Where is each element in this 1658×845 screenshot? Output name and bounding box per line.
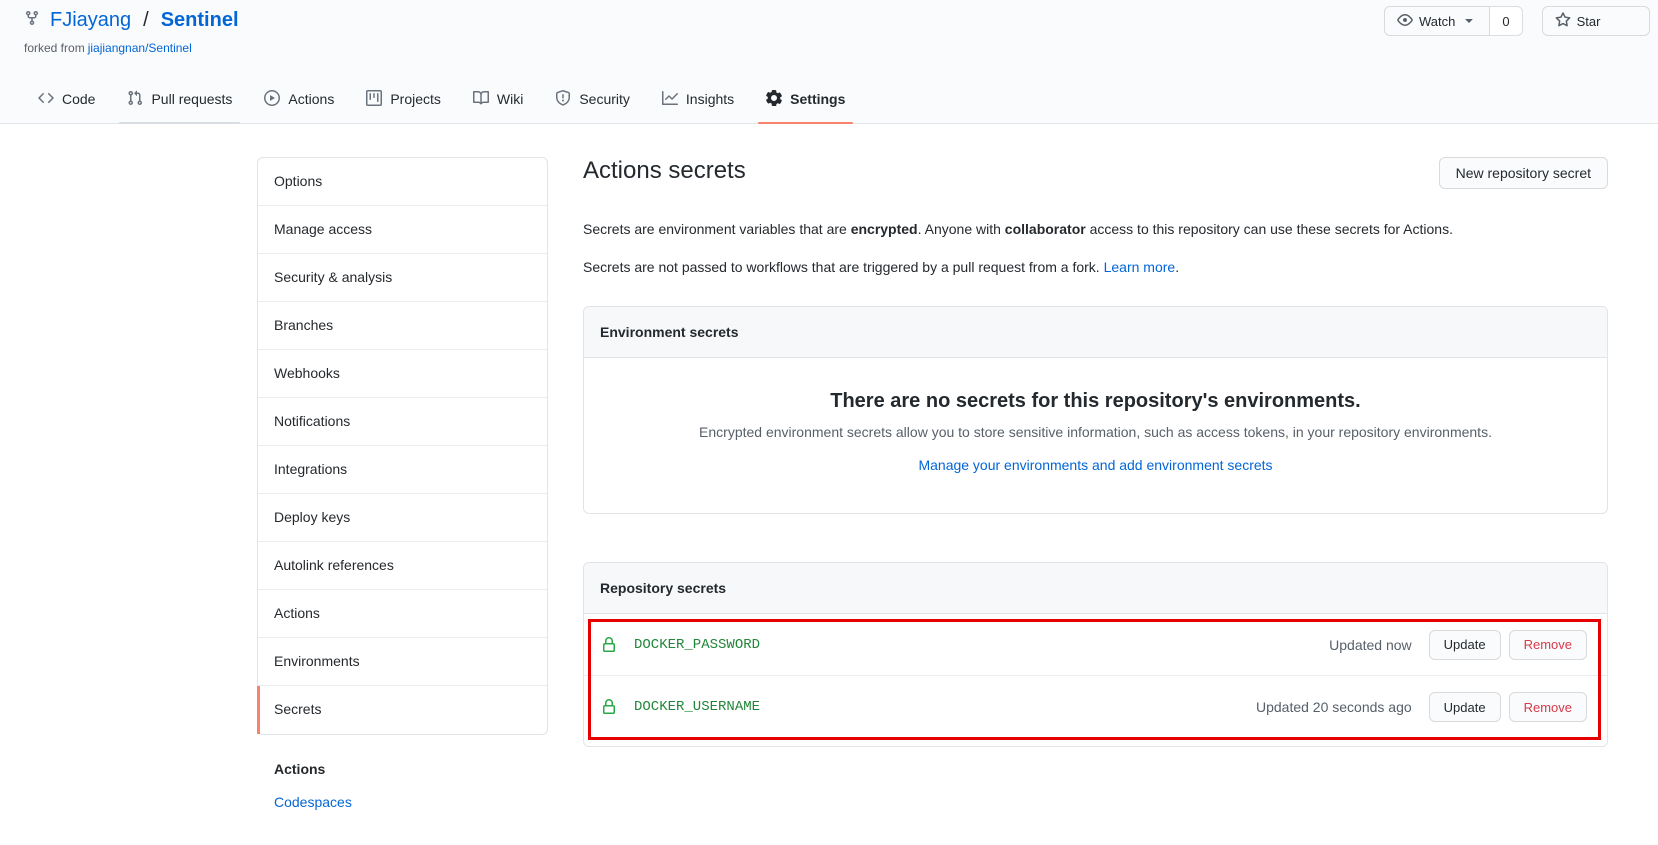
intro-paragraph-2: Secrets are not passed to workflows that… [583, 257, 1608, 278]
empty-state-title: There are no secrets for this repository… [830, 390, 1361, 412]
new-repository-secret-button[interactable]: New repository secret [1438, 157, 1608, 189]
star-icon [1555, 11, 1571, 31]
graph-icon [661, 90, 678, 109]
repository-secrets-list: DOCKER_PASSWORD Updated now Update Remov… [584, 614, 1607, 746]
tab-label: Projects [390, 91, 441, 107]
sidebar-item-environments[interactable]: Environments [258, 638, 547, 686]
sidebar-item-secrets[interactable]: Secrets [257, 686, 547, 734]
forked-from-link[interactable]: jiajiangnan/Sentinel [87, 41, 192, 55]
tab-label: Insights [685, 91, 735, 107]
tab-settings[interactable]: Settings [750, 75, 861, 124]
secret-row-docker-username: DOCKER_USERNAME Updated 20 seconds ago U… [584, 676, 1607, 738]
manage-environments-link[interactable]: Manage your environments and add environ… [918, 457, 1273, 473]
tab-label: Pull requests [151, 91, 233, 107]
tab-actions[interactable]: Actions [248, 75, 350, 123]
tab-insights[interactable]: Insights [646, 75, 750, 123]
tab-label: Actions [288, 91, 335, 107]
subsection-codespaces-link[interactable]: Codespaces [274, 794, 352, 810]
secret-updated-timestamp: Updated 20 seconds ago [1255, 699, 1412, 715]
secrets-subsection: Actions Codespaces [257, 761, 548, 810]
code-icon [38, 90, 54, 109]
book-icon [472, 90, 489, 109]
tab-projects[interactable]: Projects [350, 75, 457, 123]
sidebar-item-deploy-keys[interactable]: Deploy keys [258, 494, 547, 542]
sidebar-item-branches[interactable]: Branches [258, 302, 547, 350]
intro-text: Secrets are environment variables that a… [583, 221, 851, 237]
settings-sidebar: Options Manage access Security & analysi… [257, 157, 548, 810]
lock-icon [601, 636, 617, 653]
repo-title-slash: / [143, 9, 149, 31]
play-icon [264, 89, 281, 109]
tab-wiki[interactable]: Wiki [457, 75, 539, 123]
update-secret-button[interactable]: Update [1428, 692, 1501, 722]
repository-secrets-header: Repository secrets [584, 563, 1607, 614]
watch-button-group: Watch 0 [1384, 6, 1523, 36]
environment-secrets-header: Environment secrets [584, 307, 1607, 358]
tab-label: Code [62, 91, 96, 107]
sidebar-item-integrations[interactable]: Integrations [258, 446, 547, 494]
remove-secret-button[interactable]: Remove [1508, 692, 1587, 722]
tab-label: Settings [790, 91, 846, 107]
secret-name: DOCKER_USERNAME [634, 699, 761, 715]
sidebar-item-webhooks[interactable]: Webhooks [258, 350, 547, 398]
intro-text: access to this repository can use these … [1085, 221, 1453, 237]
sidebar-item-security-analysis[interactable]: Security & analysis [258, 254, 547, 302]
forked-from-note: forked from jiajiangnan/Sentinel [24, 41, 192, 55]
remove-secret-button[interactable]: Remove [1508, 629, 1587, 660]
shield-icon [555, 89, 571, 109]
update-secret-button[interactable]: Update [1428, 629, 1501, 660]
triangle-down-icon [1461, 12, 1477, 31]
watch-count[interactable]: 0 [1490, 6, 1523, 36]
intro-text: . [1175, 259, 1180, 275]
page-title: Actions secrets [583, 157, 746, 184]
watch-button[interactable]: Watch [1384, 6, 1491, 36]
sidebar-item-manage-access[interactable]: Manage access [258, 206, 547, 254]
project-icon [366, 89, 383, 109]
eye-icon [1397, 12, 1413, 31]
settings-menu: Options Manage access Security & analysi… [257, 157, 548, 735]
star-label: Star [1576, 13, 1601, 29]
lock-icon [601, 699, 617, 715]
star-button[interactable]: Star [1541, 6, 1650, 36]
actions-secrets-main: Actions secrets New repository secret Se… [583, 157, 1608, 747]
forked-from-label: forked from [24, 41, 85, 55]
subsection-actions-label: Actions [274, 761, 326, 777]
gear-icon [766, 89, 782, 109]
intro-text: Secrets are not passed to workflows that… [583, 259, 1104, 275]
intro-bold-collaborator: collaborator [1004, 221, 1086, 237]
environment-secrets-box: Environment secrets There are no secrets… [583, 306, 1608, 514]
intro-text: . Anyone with [917, 221, 1005, 237]
tab-label: Wiki [496, 91, 524, 107]
git-pull-request-icon [127, 90, 143, 109]
repo-forked-icon [24, 9, 40, 32]
tab-pull-requests[interactable]: Pull requests [111, 75, 248, 124]
watch-label: Watch [1419, 13, 1456, 29]
sidebar-item-notifications[interactable]: Notifications [258, 398, 547, 446]
main-header: Actions secrets New repository secret [583, 157, 1608, 189]
tab-code[interactable]: Code [22, 75, 111, 123]
learn-more-link[interactable]: Learn more [1103, 259, 1176, 275]
repository-secrets-box: Repository secrets DOCKER_PASSWORD Updat… [583, 562, 1608, 747]
tab-security[interactable]: Security [539, 75, 646, 123]
empty-state-description: Encrypted environment secrets allow you … [699, 424, 1492, 440]
secret-name: DOCKER_PASSWORD [634, 636, 761, 653]
repo-header: FJiayang / Sentinel forked from jiajiangn… [0, 0, 1658, 124]
sidebar-item-actions[interactable]: Actions [258, 590, 547, 638]
repo-title: FJiayang / Sentinel [24, 9, 239, 32]
sidebar-item-autolink-references[interactable]: Autolink references [258, 542, 547, 590]
environment-secrets-empty-state: There are no secrets for this repository… [584, 358, 1607, 513]
repo-header-actions: Watch 0 Star [1384, 6, 1650, 36]
tab-label: Security [579, 91, 630, 107]
secret-row-docker-password: DOCKER_PASSWORD Updated now Update Remov… [584, 614, 1607, 676]
intro-paragraph-1: Secrets are environment variables that a… [583, 219, 1608, 240]
secret-updated-timestamp: Updated now [1329, 636, 1412, 653]
intro-bold-encrypted: encrypted [850, 221, 918, 237]
secrets-intro: Secrets are environment variables that a… [583, 219, 1608, 278]
sidebar-item-options[interactable]: Options [258, 158, 547, 206]
repo-name-link[interactable]: Sentinel [160, 9, 239, 31]
repo-owner-link[interactable]: FJiayang [50, 9, 132, 31]
repo-tab-nav: Code Pull requests Actions Projects [22, 75, 861, 124]
